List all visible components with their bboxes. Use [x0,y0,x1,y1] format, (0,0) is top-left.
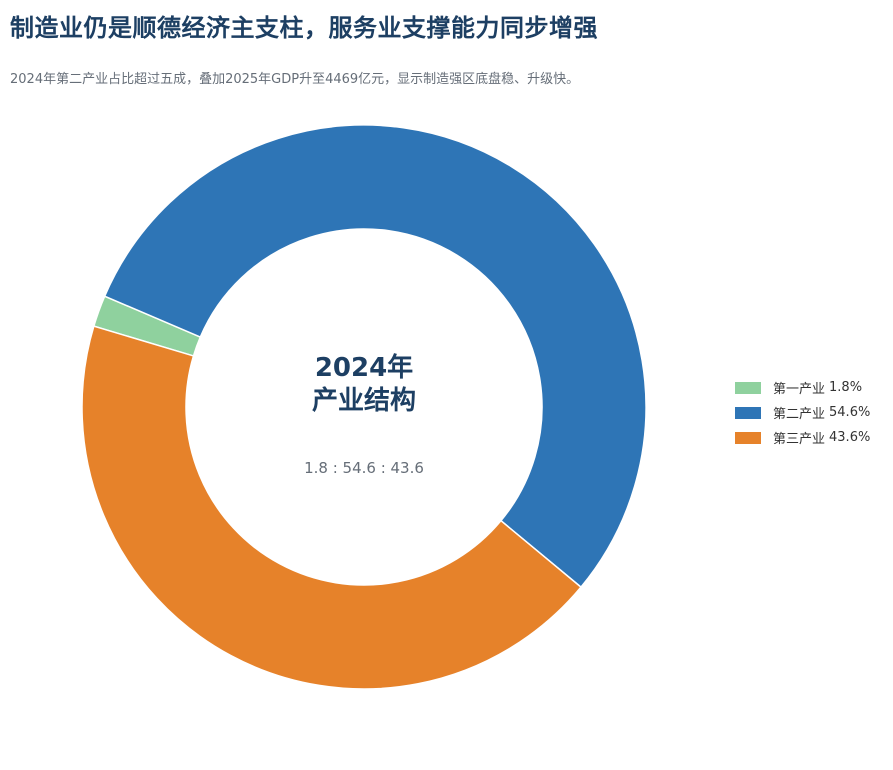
center-title-line2: 产业结构 [312,386,416,416]
legend-name-primary: 第一产业 [773,382,826,397]
center-ratio: 1.8 : 54.6 : 43.6 [304,459,424,477]
donut-slice-tertiary [81,325,583,690]
legend-value-primary: 1.8% [829,380,863,395]
legend-swatch-tertiary [735,431,761,444]
center-title-line1: 2024年 [315,352,413,383]
legend-value-secondary: 54.6% [829,405,871,420]
legend: 第一产业 1.8% 第二产业 54.6% 第三产业 43.6% [735,375,874,450]
chart-title: 制造业仍是顺德经济主支柱，服务业支撑能力同步增强 [10,14,598,42]
legend-item-tertiary: 第三产业 43.6% [735,425,874,450]
legend-name-secondary: 第二产业 [773,407,826,422]
legend-value-tertiary: 43.6% [829,430,871,445]
legend-item-primary: 第一产业 1.8% [735,375,874,400]
legend-swatch-primary [735,381,761,394]
legend-item-secondary: 第二产业 54.6% [735,400,874,425]
donut-slices [81,124,647,690]
donut-slice-secondary [103,124,647,589]
legend-name-tertiary: 第三产业 [773,432,826,447]
legend-swatch-secondary [735,406,761,419]
chart-subtitle: 2024年第二产业占比超过五成，叠加2025年GDP升至4469亿元，显示制造强… [10,72,580,87]
